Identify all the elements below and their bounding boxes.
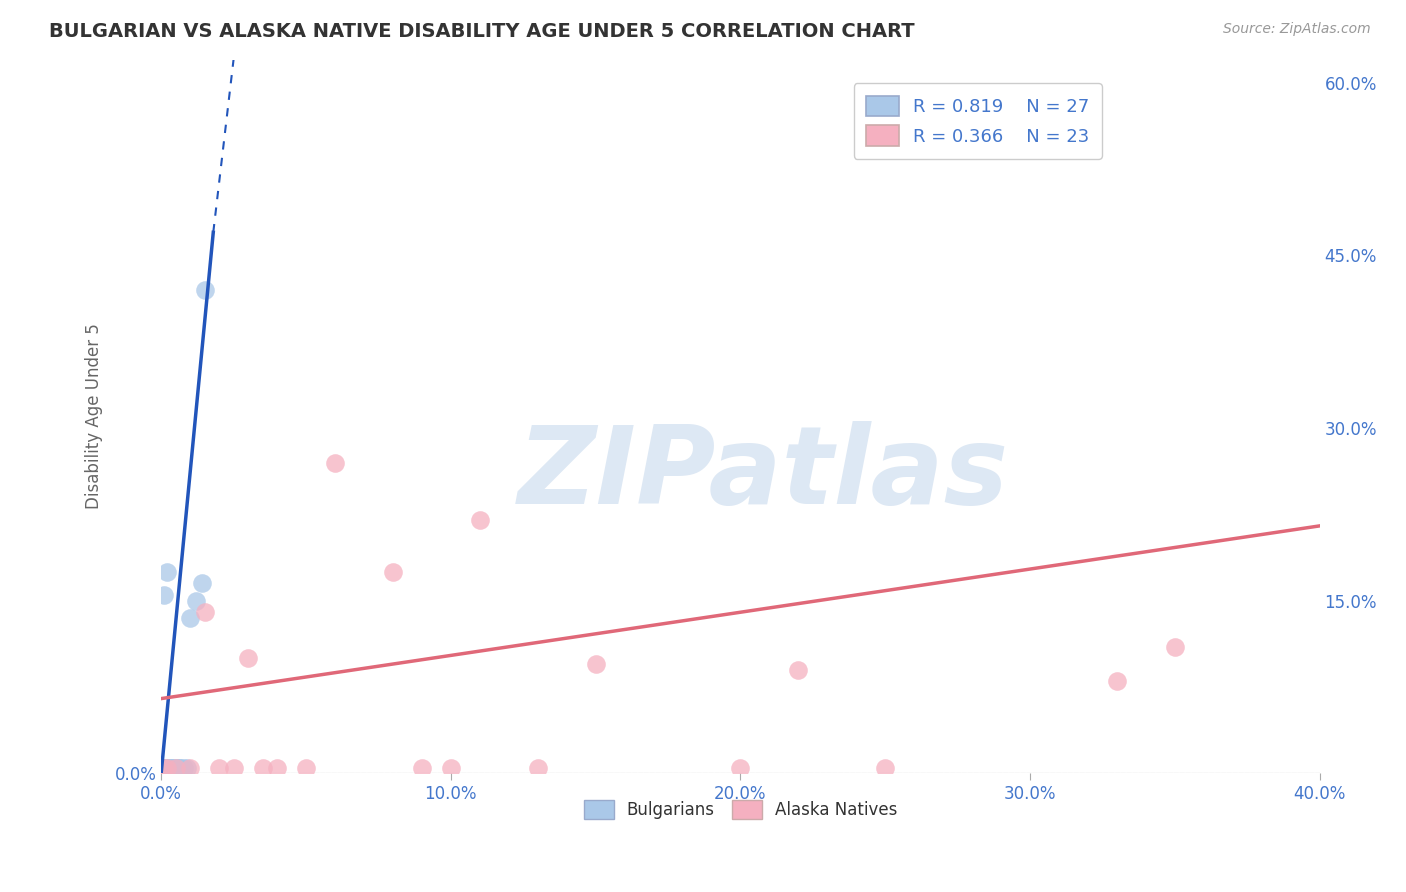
Point <box>468 513 491 527</box>
Legend: Bulgarians, Alaska Natives: Bulgarians, Alaska Natives <box>576 793 904 826</box>
Point <box>252 761 274 775</box>
Point <box>159 761 181 775</box>
Point <box>156 761 179 775</box>
Point <box>165 761 187 775</box>
Point <box>153 761 176 775</box>
Point <box>190 576 212 591</box>
Point <box>153 761 176 775</box>
Point <box>176 761 198 775</box>
Point <box>266 761 288 775</box>
Point <box>875 761 897 775</box>
Point <box>295 761 318 775</box>
Point <box>165 761 187 775</box>
Point <box>159 761 181 775</box>
Point <box>236 651 259 665</box>
Point <box>159 761 181 775</box>
Point <box>411 761 433 775</box>
Point <box>167 761 190 775</box>
Y-axis label: Disability Age Under 5: Disability Age Under 5 <box>86 324 103 509</box>
Point <box>194 605 217 619</box>
Point <box>162 761 184 775</box>
Point <box>153 761 176 775</box>
Point <box>585 657 607 671</box>
Point <box>167 761 190 775</box>
Point <box>156 761 179 775</box>
Point <box>156 761 179 775</box>
Text: BULGARIAN VS ALASKA NATIVE DISABILITY AGE UNDER 5 CORRELATION CHART: BULGARIAN VS ALASKA NATIVE DISABILITY AG… <box>49 22 915 41</box>
Point <box>440 761 463 775</box>
Point <box>787 663 810 677</box>
Point <box>153 761 176 775</box>
Point <box>170 761 193 775</box>
Point <box>165 761 187 775</box>
Point <box>179 611 201 625</box>
Point <box>730 761 752 775</box>
Point <box>526 761 548 775</box>
Point <box>153 761 176 775</box>
Point <box>184 593 207 607</box>
Point <box>222 761 245 775</box>
Point <box>153 588 176 602</box>
Text: Source: ZipAtlas.com: Source: ZipAtlas.com <box>1223 22 1371 37</box>
Point <box>156 565 179 579</box>
Point <box>208 761 231 775</box>
Text: ZIPatlas: ZIPatlas <box>517 421 1010 526</box>
Point <box>179 761 201 775</box>
Point <box>159 761 181 775</box>
Point <box>153 761 176 775</box>
Point <box>162 761 184 775</box>
Point <box>381 565 404 579</box>
Point <box>1105 674 1128 689</box>
Point <box>323 456 346 470</box>
Point <box>156 761 179 775</box>
Point <box>1164 640 1187 654</box>
Point <box>173 761 195 775</box>
Point <box>194 283 217 297</box>
